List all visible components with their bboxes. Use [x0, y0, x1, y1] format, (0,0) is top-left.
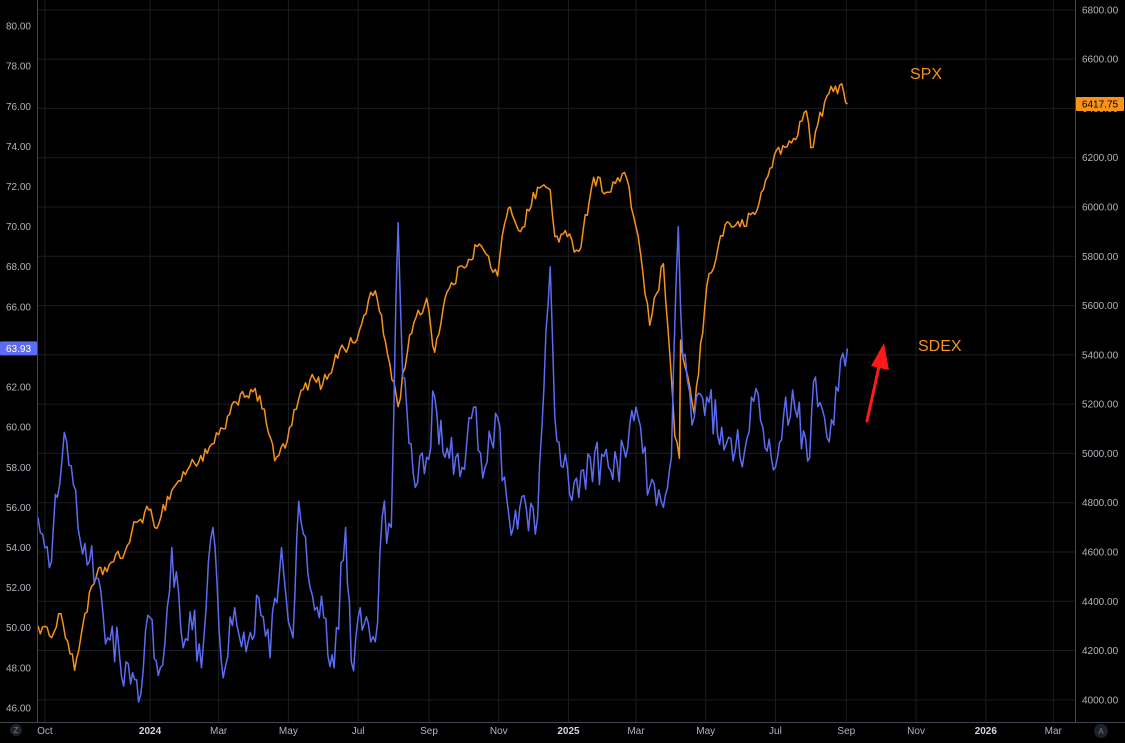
x-tick-label: Nov [490, 726, 508, 737]
x-tick-label: Sep [420, 726, 438, 737]
red-arrow-head [871, 343, 889, 370]
right-tick-label: 4600.00 [1082, 547, 1119, 558]
right-tick-label: 6600.00 [1082, 55, 1119, 66]
right-tick-label: 4400.00 [1082, 597, 1119, 608]
left-tick-label: 50.00 [6, 623, 31, 634]
right-tick-label: 6000.00 [1082, 202, 1119, 213]
x-tick-label: May [279, 726, 298, 737]
left-tick-label: 80.00 [6, 22, 31, 33]
right-tick-label: 5200.00 [1082, 400, 1119, 411]
left-tick-label: 52.00 [6, 583, 31, 594]
left-tick-label: 56.00 [6, 503, 31, 514]
sdex-annotation-label: SDEX [918, 338, 962, 355]
left-tick-label: 74.00 [6, 142, 31, 153]
left-tick-label: 78.00 [6, 62, 31, 73]
spx-price-text: 6417.75 [1082, 100, 1119, 111]
left-tick-label: 70.00 [6, 222, 31, 233]
series-layer[interactable] [37, 83, 849, 703]
right-tick-label: 5800.00 [1082, 252, 1119, 263]
x-tick-label: 2026 [975, 726, 998, 737]
x-tick-label: 2024 [139, 726, 162, 737]
price-badges: 6417.75 63.93 [0, 97, 1124, 356]
red-arrow-shaft [865, 360, 882, 423]
spx-price-badge [1076, 97, 1124, 112]
right-tick-label: 4000.00 [1082, 695, 1119, 706]
right-tick-label: 5000.00 [1082, 449, 1119, 460]
series-line-spx[interactable] [37, 83, 848, 672]
annotation-layer: SPX SDEX [865, 66, 962, 423]
right-tick-label: 4200.00 [1082, 646, 1119, 657]
x-tick-label: Nov [907, 726, 925, 737]
x-tick-label: Mar [210, 726, 228, 737]
series-line-sdex[interactable] [37, 221, 849, 703]
right-tick-label: 5400.00 [1082, 350, 1119, 361]
left-tick-label: 68.00 [6, 262, 31, 273]
left-tick-label: 48.00 [6, 663, 31, 674]
left-tick-label: 76.00 [6, 102, 31, 113]
left-tick-label: 54.00 [6, 543, 31, 554]
left-tick-label: 46.00 [6, 703, 31, 714]
left-tick-label: 66.00 [6, 302, 31, 313]
x-tick-label: 2025 [557, 726, 580, 737]
x-tick-label: Jul [769, 726, 782, 737]
left-tick-label: 60.00 [6, 423, 31, 434]
x-tick-label: Mar [627, 726, 645, 737]
left-tick-label: 58.00 [6, 463, 31, 474]
x-axis: Oct 2024 Mar May Jul Sep Nov 2025 Mar May Jul Sep No… [37, 726, 1062, 737]
grid-lines [38, 0, 1075, 722]
auto-scale-label: A [1098, 727, 1104, 736]
sdex-price-badge [0, 341, 37, 356]
x-tick-label: Mar [1045, 726, 1063, 737]
zoom-button-label: Z [14, 726, 19, 735]
sdex-price-text: 63.93 [6, 344, 31, 355]
right-tick-label: 6200.00 [1082, 153, 1119, 164]
right-tick-label: 5600.00 [1082, 301, 1119, 312]
right-tick-label: 6800.00 [1082, 5, 1119, 16]
x-tick-label: May [696, 726, 715, 737]
auto-scale-button[interactable] [1094, 724, 1108, 738]
x-tick-label: Sep [837, 726, 855, 737]
x-tick-label: Jul [352, 726, 365, 737]
x-tick-label: Oct [37, 726, 53, 737]
auto-zoom-button[interactable] [10, 724, 22, 736]
spx-annotation-label: SPX [910, 66, 942, 83]
right-tick-label: 4800.00 [1082, 498, 1119, 509]
left-tick-label: 72.00 [6, 182, 31, 193]
left-tick-label: 62.00 [6, 383, 31, 394]
